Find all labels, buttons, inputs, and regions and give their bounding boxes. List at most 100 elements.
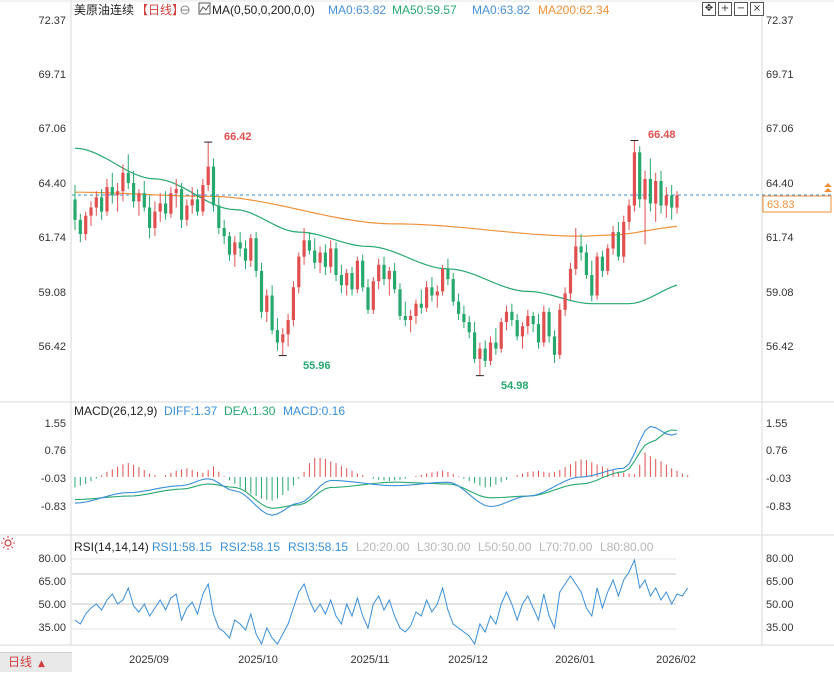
price-annotations: 66.42 55.96 54.98 66.48 xyxy=(204,129,676,392)
close-icon[interactable]: × xyxy=(750,2,764,16)
price-tick-label: 64.40 xyxy=(38,178,66,190)
candle xyxy=(89,201,93,226)
candle xyxy=(526,309,530,335)
candle xyxy=(355,256,359,294)
candle xyxy=(558,303,562,359)
rsi-title[interactable]: RSI(14,14,14) xyxy=(74,540,149,554)
candle xyxy=(451,272,455,306)
price-tick-label: 72.37 xyxy=(38,15,66,27)
candle xyxy=(259,262,264,318)
candle xyxy=(611,225,615,255)
symbol-name[interactable]: 美原油连续 xyxy=(74,2,134,17)
candle xyxy=(265,289,269,323)
zoom-in-icon[interactable]: + xyxy=(718,2,732,16)
candle xyxy=(100,189,104,220)
rsi-tick-label: 65.00 xyxy=(38,576,66,588)
candle xyxy=(531,311,535,333)
candle xyxy=(478,342,482,376)
candle xyxy=(377,258,381,290)
ma-title[interactable]: MA(0,50,0,200,0,0) xyxy=(212,3,315,17)
candle xyxy=(94,191,98,216)
candle xyxy=(148,195,152,239)
candle xyxy=(281,328,285,356)
period-selector[interactable]: 日线 ▲ xyxy=(0,652,72,672)
candle xyxy=(227,232,232,261)
sun-icon[interactable] xyxy=(1,536,15,550)
candle xyxy=(595,252,599,300)
high-annotation-1: 66.42 xyxy=(224,131,252,143)
candle xyxy=(371,277,375,314)
ma-legend-item: MA50:59.57 xyxy=(392,3,457,17)
candle xyxy=(627,199,631,231)
candle xyxy=(568,262,573,300)
candle xyxy=(457,293,461,321)
rsi-legend-item: RSI2:58.15 xyxy=(220,540,280,554)
candle xyxy=(600,250,604,278)
chart-frame xyxy=(0,0,834,646)
ma-legend-item: MA200:62.34 xyxy=(538,3,610,17)
move-icon[interactable]: ✥ xyxy=(702,2,716,16)
candle xyxy=(654,172,658,222)
settings-icon[interactable] xyxy=(180,5,190,15)
candle xyxy=(302,227,306,265)
price-tick-label: 59.08 xyxy=(766,287,794,299)
rsi-tick-label: 50.00 xyxy=(766,599,794,611)
macd-title[interactable]: MACD(26,12,9) xyxy=(74,404,157,418)
price-alert-icon[interactable] xyxy=(824,183,832,192)
candle xyxy=(414,299,418,325)
triangle-up-icon: ▲ xyxy=(38,659,45,669)
candle xyxy=(462,305,466,329)
candle xyxy=(520,322,525,349)
candle xyxy=(670,185,674,220)
candle xyxy=(398,283,402,321)
price-tick-label: 67.06 xyxy=(38,123,66,135)
candlestick-series xyxy=(73,140,679,376)
time-tick-label: 2025/10 xyxy=(238,654,278,666)
candle xyxy=(153,201,157,237)
time-tick-label: 2026/01 xyxy=(555,654,595,666)
macd-tick-label: 0.76 xyxy=(45,445,66,457)
macd-tick-label: 1.55 xyxy=(766,418,787,430)
candle xyxy=(169,187,173,218)
candle xyxy=(350,266,354,296)
candle xyxy=(334,242,338,282)
candle xyxy=(185,199,189,226)
candle xyxy=(430,277,434,302)
price-tick-label: 69.71 xyxy=(766,69,794,81)
candle xyxy=(536,313,541,349)
time-axis: 2025/09 2025/10 2025/11 2025/12 2026/01 … xyxy=(129,654,696,666)
rsi-level-item: L20:20.00 xyxy=(356,540,410,554)
candle xyxy=(313,238,317,269)
macd-dea-line xyxy=(74,429,678,509)
candle xyxy=(137,189,141,216)
macd-tick-label: -0.03 xyxy=(41,473,66,485)
candle xyxy=(126,154,130,190)
rsi-tick-label: 65.00 xyxy=(766,576,794,588)
rsi-level-item: L80:80.00 xyxy=(600,540,654,554)
ma50-line xyxy=(74,147,678,305)
candle xyxy=(446,258,450,286)
candle xyxy=(345,268,349,296)
period-tag[interactable]: 【日线】 xyxy=(136,3,184,17)
candle xyxy=(547,307,551,343)
candle xyxy=(307,232,311,255)
candle xyxy=(238,232,242,257)
candle xyxy=(419,289,423,314)
candle xyxy=(393,262,397,294)
indicator-icon[interactable] xyxy=(198,2,211,15)
candle xyxy=(382,256,386,286)
candle xyxy=(318,246,322,273)
candle xyxy=(648,158,652,212)
candle xyxy=(664,187,668,218)
candle xyxy=(78,213,82,243)
candle xyxy=(579,234,583,261)
candle xyxy=(233,236,237,267)
zoom-out-icon[interactable]: − xyxy=(734,2,748,16)
rsi-tick-label: 35.00 xyxy=(766,622,794,634)
candle xyxy=(488,336,493,366)
candle xyxy=(339,264,343,294)
candle xyxy=(206,142,210,192)
candle xyxy=(590,260,594,302)
candle xyxy=(638,146,642,208)
